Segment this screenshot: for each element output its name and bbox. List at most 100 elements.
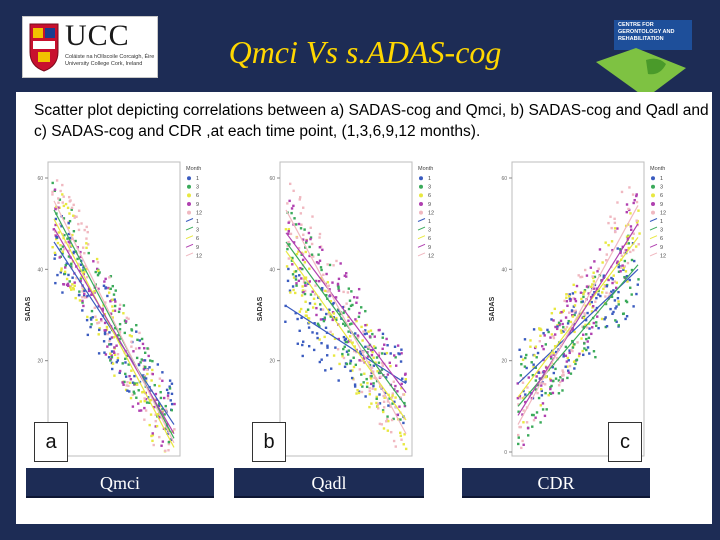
scatter-point — [550, 357, 553, 360]
scatter-point — [370, 374, 373, 378]
x-axis-label-qadl: Qadl — [234, 468, 424, 498]
scatter-point — [565, 360, 569, 363]
scatter-point — [139, 400, 142, 403]
scatter-point — [61, 252, 64, 255]
scatter-point — [583, 289, 587, 292]
scatter-point — [389, 352, 392, 355]
scatter-point — [143, 397, 146, 400]
scatter-point — [308, 344, 311, 348]
scatter-point — [381, 347, 384, 351]
x-axis-label-cdr: CDR — [462, 468, 650, 498]
scatter-point — [137, 389, 140, 392]
scatter-point — [591, 275, 594, 278]
scatter-point — [347, 349, 351, 352]
scatter-point — [542, 332, 545, 335]
scatter-point — [113, 326, 117, 330]
scatter-point — [541, 402, 545, 405]
scatter-point — [353, 385, 357, 388]
scatter-point — [332, 312, 336, 315]
scatter-point — [126, 389, 129, 392]
scatter-point — [537, 371, 540, 374]
scatter-point — [399, 434, 403, 438]
scatter-point — [519, 425, 522, 429]
scatter-point — [301, 285, 304, 288]
scatter-point — [297, 250, 300, 253]
scatter-point — [383, 343, 386, 346]
y-tick-label: 40 — [37, 267, 43, 273]
scatter-point — [588, 303, 592, 306]
scatter-point — [83, 292, 86, 296]
scatter-point — [317, 279, 321, 283]
y-axis-label: SADAS — [489, 296, 496, 321]
scatter-point — [300, 316, 303, 320]
scatter-point — [54, 223, 57, 227]
scatter-point — [617, 270, 621, 273]
scatter-point — [165, 388, 169, 392]
scatter-point — [357, 390, 361, 393]
fit-line-month-12 — [285, 209, 407, 435]
scatter-point — [293, 217, 296, 220]
scatter-point — [547, 393, 550, 397]
x-axis-label-qmci: Qmci — [26, 468, 214, 498]
scatter-point — [568, 311, 571, 314]
scatter-point — [334, 346, 337, 349]
scatter-point — [632, 232, 635, 235]
scatter-point — [303, 261, 307, 264]
scatter-point — [104, 287, 107, 290]
scatter-point — [586, 340, 589, 343]
scatter-point — [566, 322, 570, 325]
scatter-point — [297, 279, 301, 283]
scatter-point — [539, 387, 543, 391]
scatter-point — [622, 268, 625, 271]
legend-marker — [187, 210, 191, 215]
scatter-point — [351, 303, 354, 307]
scatter-point — [298, 198, 301, 201]
scatter-point — [398, 352, 401, 356]
scatter-point — [590, 332, 593, 336]
scatter-point — [71, 283, 74, 286]
scatter-point — [77, 293, 81, 297]
scatter-point — [345, 272, 348, 275]
scatter-point — [70, 206, 74, 210]
scatter-point — [565, 325, 569, 329]
scatter-point — [320, 268, 323, 272]
scatter-point — [301, 267, 304, 271]
scatter-point — [561, 379, 564, 382]
scatter-point — [336, 282, 340, 286]
scatter-point — [287, 221, 290, 224]
legend-marker — [651, 202, 655, 206]
scatter-point — [624, 317, 627, 321]
scatter-point — [534, 388, 538, 391]
scatter-point — [85, 246, 88, 250]
scatter-point — [525, 353, 528, 357]
scatter-point — [290, 207, 294, 210]
scatter-point — [162, 396, 166, 400]
scatter-point — [325, 294, 328, 297]
scatter-point — [329, 315, 332, 318]
scatter-point — [557, 392, 561, 395]
scatter-point — [349, 362, 352, 365]
scatter-point — [170, 382, 174, 385]
scatter-point — [385, 376, 388, 379]
scatter-point — [137, 363, 141, 367]
scatter-point — [308, 280, 311, 283]
scatter-point — [73, 284, 76, 287]
scatter-point — [391, 402, 394, 405]
scatter-point — [346, 353, 350, 356]
legend-label: 6 — [660, 193, 663, 199]
scatter-point — [54, 234, 58, 237]
scatter-point — [151, 359, 154, 363]
scatter-point — [349, 359, 353, 363]
scatter-point — [585, 274, 589, 277]
scatter-point — [56, 241, 60, 245]
scatter-point — [374, 388, 377, 391]
scatter-point — [580, 297, 583, 301]
scatter-point — [623, 265, 626, 268]
scatter-point — [629, 225, 633, 228]
scatter-point — [559, 311, 562, 315]
y-tick-label: 60 — [501, 176, 507, 182]
scatter-point — [627, 246, 630, 250]
scatter-point — [381, 336, 384, 339]
scatter-point — [550, 318, 553, 321]
scatter-point — [131, 405, 135, 408]
